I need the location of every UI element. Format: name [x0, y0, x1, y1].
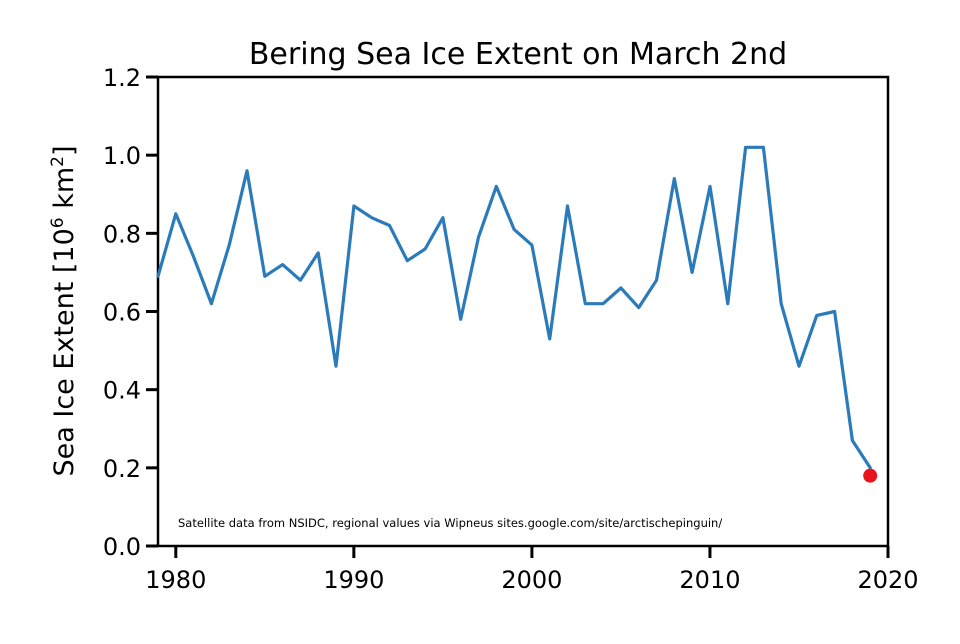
y-axis-label: Sea Ice Extent [106 km2]	[48, 145, 80, 476]
x-tick-label: 2010	[679, 566, 740, 594]
y-axis-label-main: Sea Ice Extent [10	[49, 228, 80, 476]
y-tick-label: 0.6	[103, 299, 141, 327]
y-tick-label: 1.2	[103, 64, 141, 92]
x-axis-ticks: 1980 1990 2000 2010 2020	[145, 546, 919, 594]
y-axis-ticks: 0.0 0.2 0.4 0.6 0.8 1.0 1.2	[103, 64, 158, 561]
series-line	[156, 145, 872, 470]
y-axis-label-end: ]	[49, 145, 80, 156]
y-tick-label: 0.2	[103, 455, 141, 483]
y-tick-label: 0.4	[103, 377, 141, 405]
plot-frame	[156, 75, 890, 548]
y-axis-label-exp-6: 6	[48, 217, 68, 228]
series-group	[156, 145, 878, 483]
x-tick-label: 1980	[145, 566, 206, 594]
y-tick-label: 0.8	[103, 220, 141, 248]
source-annotation: Satellite data from NSIDC, regional valu…	[178, 516, 722, 530]
y-tick-label: 0.0	[103, 533, 141, 561]
x-tick-label: 2020	[857, 566, 918, 594]
highlight-point-marker	[863, 468, 878, 483]
y-tick-label: 1.0	[103, 142, 141, 170]
x-tick-label: 1990	[323, 566, 384, 594]
y-axis-label-exp-2: 2	[48, 156, 68, 167]
y-axis-label-unit: km	[49, 167, 80, 218]
x-tick-label: 2000	[501, 566, 562, 594]
chart-title: Bering Sea Ice Extent on March 2nd	[249, 37, 787, 72]
